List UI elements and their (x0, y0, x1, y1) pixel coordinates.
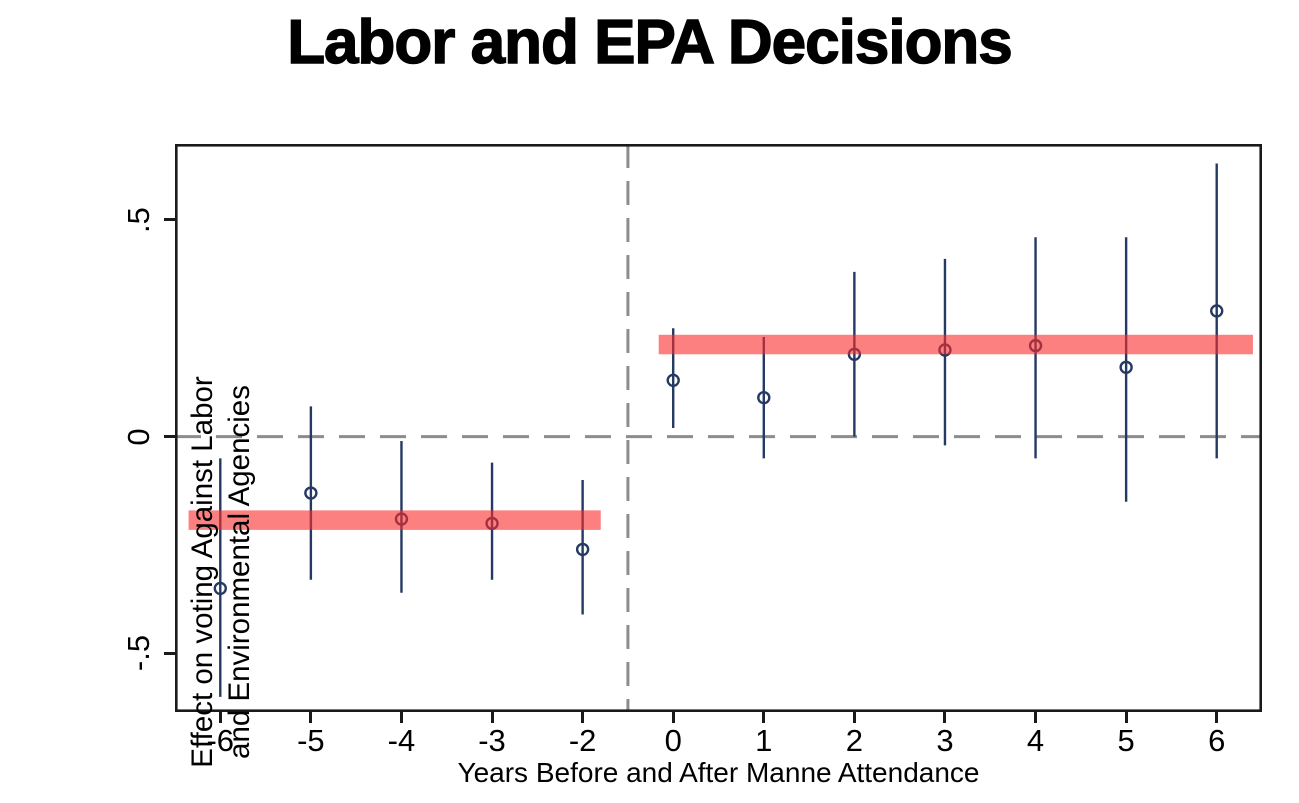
x-tick-label: 4 (1026, 723, 1045, 758)
plot-border (174, 143, 1263, 713)
x-tick-label: -2 (568, 723, 597, 758)
x-tick-mark (490, 712, 494, 723)
x-tick-mark (1124, 712, 1128, 723)
x-tick-mark (943, 712, 947, 723)
point-estimate-marker (304, 486, 318, 500)
y-tick-mark (164, 218, 175, 222)
chart-title: Labor and EPA Decisions (286, 7, 1013, 77)
x-tick-label: -4 (387, 723, 416, 758)
x-tick-label: 1 (755, 723, 773, 758)
x-axis-title: Years Before and After Manne Attendance (457, 757, 980, 788)
average-effect-band (658, 334, 1253, 355)
y-tick-label: .5 (121, 206, 156, 233)
x-tick-label: -5 (297, 723, 325, 758)
x-tick-mark (1215, 712, 1219, 723)
x-tick-mark (581, 712, 585, 723)
x-tick-mark (671, 712, 675, 723)
point-estimate-marker (666, 373, 680, 388)
x-tick-label: -3 (478, 723, 506, 758)
y-tick-mark (164, 435, 175, 439)
x-tick-label: 0 (664, 723, 682, 758)
y-tick-label: -.5 (121, 635, 156, 672)
chart-canvas (174, 143, 1263, 713)
x-tick-mark (1034, 712, 1038, 723)
x-tick-label: 3 (936, 723, 954, 758)
point-estimate-marker (213, 581, 227, 596)
point-estimate-marker (1119, 360, 1133, 374)
average-effect-band (188, 510, 601, 530)
x-tick-label: 5 (1117, 723, 1135, 758)
point-estimate-marker (757, 390, 771, 405)
x-tick-label: 2 (845, 723, 863, 758)
x-tick-label: 6 (1208, 723, 1226, 758)
x-tick-mark (218, 712, 222, 723)
y-tick-label: 0 (121, 428, 156, 446)
x-tick-mark (762, 712, 766, 723)
point-estimate-marker (1210, 304, 1224, 318)
x-tick-mark (399, 712, 403, 723)
x-tick-mark (852, 712, 856, 723)
y-tick-mark (164, 651, 175, 655)
point-estimate-marker (575, 542, 590, 557)
x-tick-mark (309, 712, 313, 723)
plot-area: Effect on voting Against Labor and Envir… (174, 143, 1263, 768)
x-tick-label: -6 (206, 723, 235, 758)
